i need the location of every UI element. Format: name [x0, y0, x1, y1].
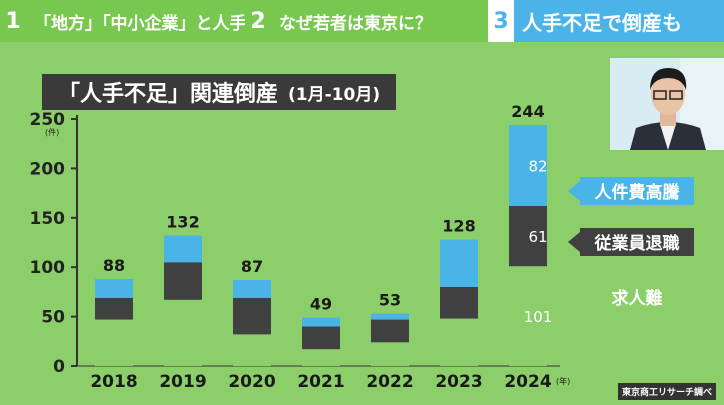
tab-label: 「地方」「中小企業」と人手不足 — [26, 0, 281, 42]
tab-number: 2 — [245, 0, 271, 42]
legend-pointer — [568, 181, 580, 201]
bar-total-label: 244 — [511, 102, 544, 121]
legend-label: 人件費高騰 — [595, 182, 681, 203]
segment-value-label: 101 — [524, 308, 553, 326]
y-tick-label: 50 — [41, 308, 65, 328]
x-tick-label: 2018 — [90, 372, 137, 392]
bar-segment-jinkenhi-koto — [509, 124, 547, 206]
x-tick-label: 2022 — [366, 372, 413, 392]
bar-total-label: 128 — [442, 217, 475, 236]
y-unit-label: (件) — [45, 127, 59, 137]
y-tick-label: 150 — [30, 209, 66, 229]
x-tick-label: 2019 — [159, 372, 206, 392]
x-unit-label: (年) — [556, 376, 570, 386]
bar-total-label: 132 — [166, 213, 199, 232]
x-tick-label: 2020 — [228, 372, 275, 392]
bar-segment-kyujinnan — [509, 266, 547, 366]
bar-segment-kyujinnan — [371, 342, 409, 366]
bar-total-label: 49 — [310, 295, 332, 314]
bar-segment-jinkenhi-koto — [440, 239, 478, 287]
segment-value-label: 82 — [528, 157, 547, 175]
source-credit: 東京商工リサーチ調べ — [617, 383, 716, 400]
bar-segment-jugyoin-taishoku — [371, 319, 409, 343]
tab-label: なぜ若者は東京に？ — [271, 0, 492, 42]
topic-tab-2[interactable]: 2 なぜ若者は東京に？ — [245, 0, 492, 42]
bar-total-label: 87 — [241, 257, 263, 276]
legend-label: 従業員退職 — [594, 233, 680, 254]
bar-segment-kyujinnan — [95, 319, 133, 366]
y-tick-label: 200 — [30, 159, 66, 179]
bar-total-label: 53 — [379, 291, 401, 310]
topic-tab-1[interactable]: 1 「地方」「中小企業」と人手不足 — [0, 0, 281, 42]
presenter-image — [610, 58, 724, 150]
presenter-video — [610, 58, 724, 150]
legend-box — [580, 228, 694, 256]
x-tick-label: 2023 — [435, 372, 482, 392]
chart-title-main: 「人手不足」関連倒産 — [58, 82, 279, 107]
topic-tab-bar: 1 「地方」「中小企業」と人手不足 2 なぜ若者は東京に？ 3 人手不足で倒産も — [0, 0, 724, 42]
x-tick-label: 2021 — [297, 372, 344, 392]
legend-box — [580, 283, 694, 311]
bar-segment-jugyoin-taishoku — [440, 286, 478, 319]
tab-number: 3 — [488, 0, 514, 42]
y-tick-label: 0 — [53, 357, 65, 377]
bar-segment-kyujinnan — [302, 349, 340, 366]
bar-segment-jugyoin-taishoku — [164, 262, 202, 300]
bar-segment-jinkenhi-koto — [233, 280, 271, 298]
y-tick-label: 100 — [30, 258, 66, 278]
tab-label: 人手不足で倒産も — [514, 0, 724, 42]
legend-pointer — [568, 287, 580, 307]
legend-label: 求人難 — [612, 288, 663, 309]
bar-segment-jugyoin-taishoku — [509, 205, 547, 267]
y-tick-label: 250 — [30, 110, 66, 130]
bar-segment-jugyoin-taishoku — [302, 326, 340, 350]
bar-segment-jinkenhi-koto — [164, 235, 202, 263]
bar-segment-kyujinnan — [233, 334, 271, 366]
chart-title-sub: (1月-10月) — [288, 84, 381, 105]
bar-segment-jinkenhi-koto — [371, 313, 409, 320]
topic-tab-3[interactable]: 3 人手不足で倒産も — [488, 0, 724, 42]
legend-pointer — [568, 232, 580, 252]
chart-title: 「人手不足」関連倒産 (1月-10月) — [42, 74, 397, 110]
legend-box — [580, 177, 694, 205]
tab-number: 1 — [0, 0, 26, 42]
bar-segment-jinkenhi-koto — [95, 279, 133, 298]
x-tick-label: 2024 — [504, 372, 551, 392]
bar-total-label: 88 — [103, 256, 125, 275]
bar-segment-kyujinnan — [164, 299, 202, 366]
bar-segment-kyujinnan — [440, 318, 478, 366]
bar-segment-jugyoin-taishoku — [95, 297, 133, 320]
bar-segment-jinkenhi-koto — [302, 317, 340, 327]
bar-segment-jugyoin-taishoku — [233, 297, 271, 335]
segment-value-label: 61 — [528, 228, 547, 246]
